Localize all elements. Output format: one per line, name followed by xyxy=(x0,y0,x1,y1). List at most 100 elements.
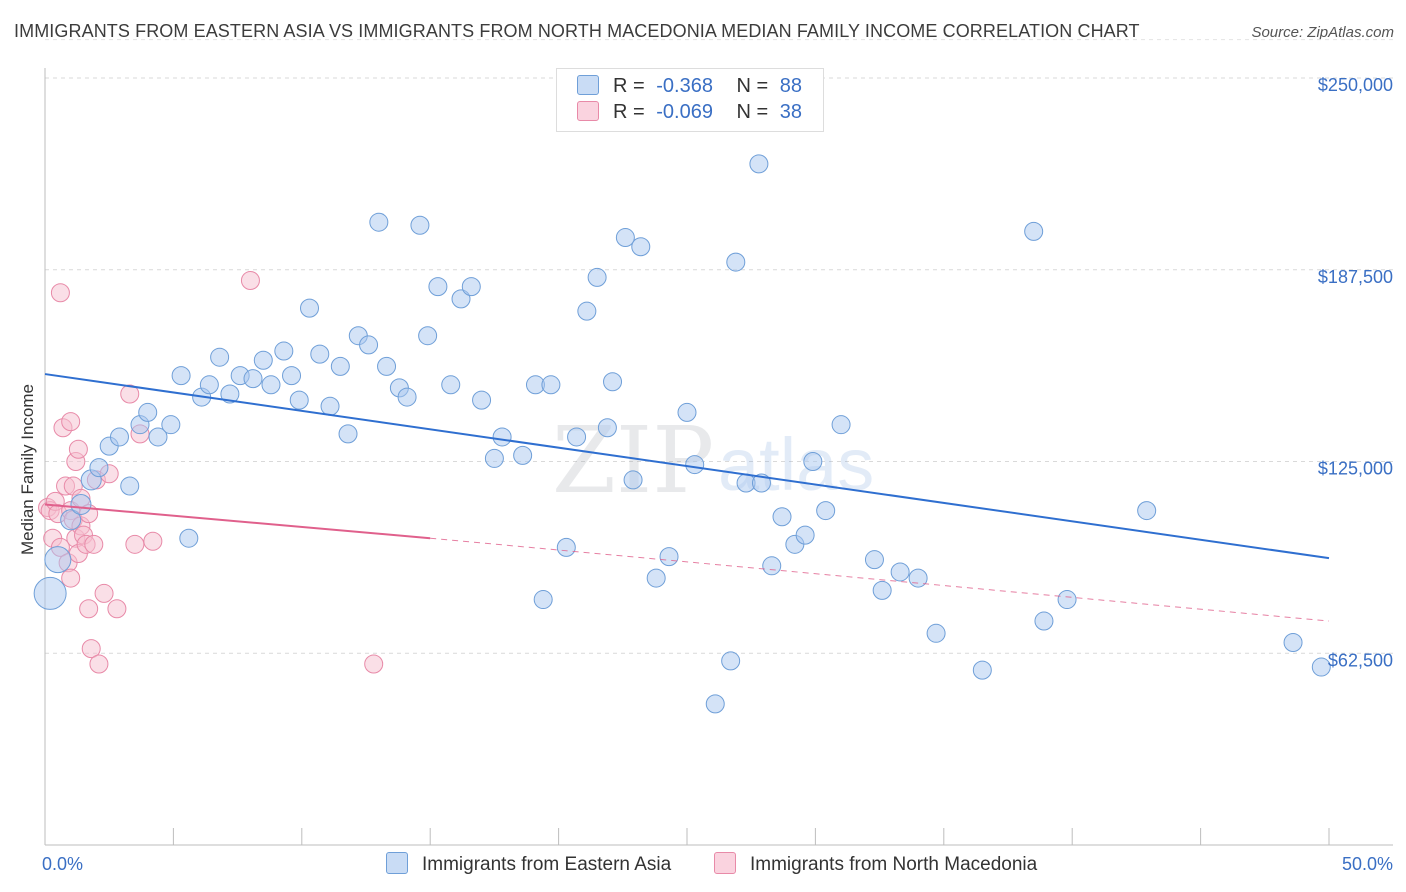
point-eastern-asia-12 xyxy=(161,415,181,435)
point-eastern-asia-24 xyxy=(282,366,302,386)
series-eastern-asia xyxy=(33,154,1331,714)
legend-n-label: N = xyxy=(736,101,769,123)
point-north-macedonia-25 xyxy=(81,639,101,659)
stats-legend: R = -0.368 N = 88 R = -0.069 N = 38 xyxy=(556,68,824,132)
point-north-macedonia-18 xyxy=(68,439,88,459)
point-eastern-asia-58 xyxy=(631,237,651,257)
point-north-macedonia-36 xyxy=(240,270,260,290)
point-north-macedonia-31 xyxy=(107,599,127,619)
point-eastern-asia-33 xyxy=(369,212,389,232)
point-eastern-asia-56 xyxy=(615,228,635,248)
point-eastern-asia-28 xyxy=(320,396,340,416)
point-eastern-asia-59 xyxy=(646,568,666,588)
point-eastern-asia-7 xyxy=(109,427,129,447)
point-eastern-asia-29 xyxy=(330,356,350,376)
point-eastern-asia-60 xyxy=(659,547,679,567)
bottom-legend-swatch-eastern-asia xyxy=(386,852,408,874)
point-eastern-asia-54 xyxy=(597,418,617,438)
point-eastern-asia-61 xyxy=(677,402,697,422)
legend-r-value: -0.368 xyxy=(656,75,713,97)
point-north-macedonia-28 xyxy=(89,654,109,674)
chart-title: IMMIGRANTS FROM EASTERN ASIA VS IMMIGRAN… xyxy=(14,21,1140,41)
point-eastern-asia-16 xyxy=(199,375,219,395)
bottom-legend-label: Immigrants from North Macedonia xyxy=(750,854,1038,875)
point-eastern-asia-0 xyxy=(33,576,67,610)
point-north-macedonia-24 xyxy=(79,599,99,619)
point-eastern-asia-36 xyxy=(397,387,417,407)
point-eastern-asia-26 xyxy=(300,298,320,318)
point-eastern-asia-42 xyxy=(461,277,481,297)
point-eastern-asia-52 xyxy=(577,301,597,321)
point-eastern-asia-77 xyxy=(872,580,892,600)
point-eastern-asia-23 xyxy=(274,341,294,361)
legend-n-label: N = xyxy=(736,75,769,97)
point-eastern-asia-80 xyxy=(926,623,946,643)
legend-r-value: -0.069 xyxy=(656,101,713,123)
point-eastern-asia-44 xyxy=(484,448,504,468)
y-tick-label-3: $250,000 xyxy=(1318,75,1393,95)
point-north-macedonia-37 xyxy=(364,654,384,674)
x-tick-label-max: 50.0% xyxy=(1342,854,1393,874)
point-eastern-asia-65 xyxy=(726,252,746,272)
y-tick-label-1: $125,000 xyxy=(1318,459,1393,479)
point-eastern-asia-82 xyxy=(1024,221,1044,241)
bottom-legend-eastern-asia[interactable]: Immigrants from Eastern Asia xyxy=(386,852,671,876)
point-eastern-asia-5 xyxy=(89,458,109,478)
point-eastern-asia-46 xyxy=(513,445,533,465)
point-eastern-asia-81 xyxy=(972,660,992,680)
point-eastern-asia-22 xyxy=(261,375,281,395)
trend-line-north-macedonia xyxy=(44,503,431,540)
point-eastern-asia-79 xyxy=(908,568,928,588)
point-eastern-asia-8 xyxy=(120,476,140,496)
point-eastern-asia-67 xyxy=(749,154,769,174)
point-north-macedonia-10 xyxy=(61,412,81,432)
point-eastern-asia-51 xyxy=(567,427,587,447)
point-eastern-asia-18 xyxy=(220,384,240,404)
point-eastern-asia-25 xyxy=(289,390,309,410)
point-eastern-asia-84 xyxy=(1057,590,1077,610)
point-north-macedonia-29 xyxy=(94,583,114,603)
point-eastern-asia-49 xyxy=(541,375,561,395)
point-eastern-asia-48 xyxy=(533,590,553,610)
point-north-macedonia-35 xyxy=(143,531,163,551)
x-tick-label-min: 0.0% xyxy=(42,854,83,874)
legend-swatch-north-macedonia xyxy=(577,101,599,121)
axes xyxy=(44,68,1393,846)
legend-row-north-macedonia: R = -0.069 N = 38 xyxy=(577,101,802,125)
point-eastern-asia-70 xyxy=(772,507,792,527)
legend-r-label: R = xyxy=(613,101,645,123)
legend-n-value: 38 xyxy=(779,101,803,123)
trend-line-eastern-asia xyxy=(44,373,1330,560)
bottom-legend-swatch-north-macedonia xyxy=(714,852,736,874)
point-eastern-asia-73 xyxy=(803,452,823,471)
point-eastern-asia-53 xyxy=(587,267,607,287)
legend-swatch-eastern-asia xyxy=(577,75,599,95)
point-eastern-asia-63 xyxy=(705,694,725,714)
point-eastern-asia-43 xyxy=(472,390,492,410)
point-eastern-asia-17 xyxy=(210,347,230,367)
source-label: Source: ZipAtlas.com xyxy=(1251,24,1394,41)
point-eastern-asia-45 xyxy=(492,427,512,447)
watermark: ZIP atlas xyxy=(552,407,874,514)
point-eastern-asia-83 xyxy=(1034,611,1054,631)
point-north-macedonia-12 xyxy=(61,568,81,588)
point-eastern-asia-75 xyxy=(831,415,851,435)
point-eastern-asia-34 xyxy=(377,356,397,376)
y-axis-label: Median Family Income xyxy=(18,384,37,555)
bottom-legend-north-macedonia[interactable]: Immigrants from North Macedonia xyxy=(714,852,1037,876)
point-eastern-asia-10 xyxy=(138,402,158,422)
point-north-macedonia-26 xyxy=(84,534,104,554)
point-eastern-asia-21 xyxy=(253,350,273,370)
point-eastern-asia-69 xyxy=(762,556,782,576)
point-eastern-asia-39 xyxy=(428,277,448,297)
point-eastern-asia-20 xyxy=(243,369,263,389)
point-eastern-asia-40 xyxy=(441,375,461,395)
point-eastern-asia-50 xyxy=(556,537,576,557)
point-eastern-asia-13 xyxy=(171,366,191,386)
point-north-macedonia-33 xyxy=(125,534,145,554)
point-eastern-asia-37 xyxy=(410,215,430,235)
trend-line-north-macedonia-extension xyxy=(430,537,1330,622)
point-eastern-asia-3 xyxy=(70,493,92,515)
point-eastern-asia-2 xyxy=(60,509,82,531)
point-eastern-asia-68 xyxy=(751,473,771,493)
